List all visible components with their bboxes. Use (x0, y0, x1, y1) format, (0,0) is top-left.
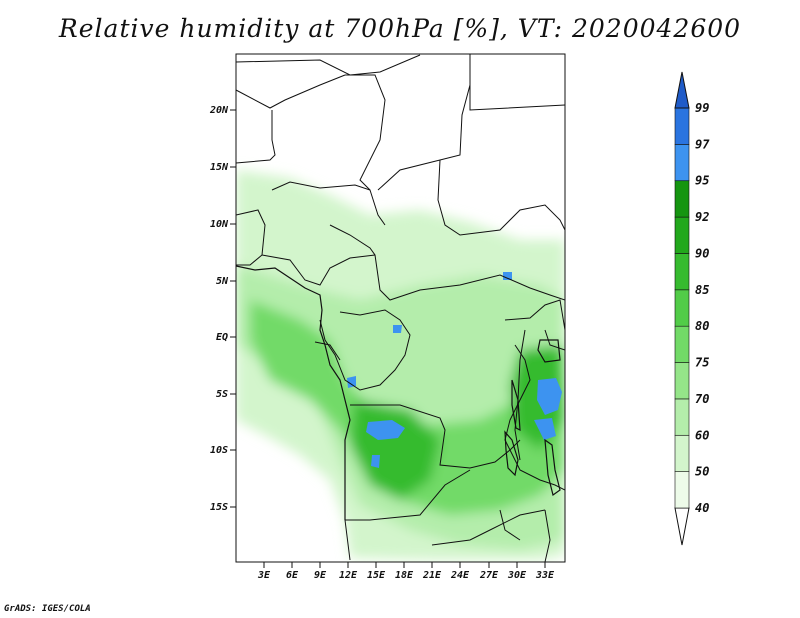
colorbar-label: 95 (695, 174, 709, 188)
lake-outline (511, 379, 521, 432)
lon-tick-label: 30E (507, 570, 527, 581)
longitude-axis: 3E 6E 9E 12E 15E 18E 21E 24E 27E 30E 33E (257, 562, 555, 581)
border-line (504, 299, 565, 331)
border-line (319, 309, 411, 391)
border-line (350, 404, 521, 469)
lat-tick-label: 5S (216, 389, 228, 400)
colorbar-swatch (674, 216, 690, 254)
border-line (236, 209, 266, 266)
humidity-zone-97 (366, 420, 405, 440)
colorbar-label: 97 (695, 137, 710, 151)
map-title: Relative humidity at 700hPa [%], VT: 202… (58, 14, 742, 43)
colorbar-label: 40 (695, 501, 709, 515)
colorbar-swatch (674, 144, 690, 182)
coast-line (236, 265, 351, 520)
lon-tick-label: 24E (450, 570, 470, 581)
colorbar-swatch (674, 362, 690, 400)
border-line (236, 74, 346, 109)
border-line (469, 54, 565, 111)
humidity-zone-97 (347, 376, 356, 388)
humidity-zone-97 (537, 378, 562, 415)
border-line (499, 509, 521, 541)
lon-tick-label: 3E (257, 570, 271, 581)
humidity-zone-core (350, 345, 565, 500)
colorbar-label: 99 (695, 101, 709, 115)
lon-tick-label: 33E (535, 570, 555, 581)
colorbar-label: 85 (695, 283, 709, 297)
country-borders (236, 54, 565, 562)
colorbar-label: 50 (695, 465, 709, 479)
humidity-zone-high (250, 300, 565, 515)
lon-tick-label: 27E (479, 570, 499, 581)
lon-tick-label: 12E (339, 570, 358, 581)
humidity-field (236, 54, 565, 562)
border-line (437, 159, 565, 236)
lat-tick-label: EQ (216, 332, 228, 343)
lake-outline (544, 438, 561, 497)
border-line (345, 469, 471, 521)
colorbar: 40 50 60 70 75 80 85 90 92 95 97 99 (674, 71, 710, 546)
colorbar-swatch (674, 325, 690, 363)
humidity-zone-97 (371, 455, 380, 468)
border-line (261, 254, 376, 286)
border-line (431, 509, 546, 546)
humidity-zone-97 (393, 325, 402, 333)
colorbar-swatch (674, 180, 690, 218)
border-line (377, 84, 471, 191)
plot-frame (235, 53, 566, 563)
lon-tick-label: 15E (367, 570, 386, 581)
colorbar-swatch (674, 289, 690, 327)
lat-tick-label: 15N (210, 162, 229, 173)
lon-tick-label: 18E (395, 570, 414, 581)
lake-outline (504, 430, 519, 477)
coastline (236, 265, 561, 520)
colorbar-label: 90 (695, 246, 709, 260)
colorbar-swatch (674, 107, 690, 145)
lon-tick-label: 21E (422, 570, 442, 581)
latitude-axis: 20N 15N 10N 5N EQ 5S 10S 15S (209, 105, 236, 513)
border-line (236, 110, 276, 164)
lon-tick-label: 9E (314, 570, 327, 581)
border-line (329, 224, 565, 301)
border-line (504, 344, 565, 491)
border-line (344, 519, 351, 561)
lat-tick-label: 5N (216, 276, 229, 287)
humidity-zone-97 (534, 418, 556, 440)
colorbar-label: 70 (695, 392, 709, 406)
border-line (544, 509, 551, 562)
colorbar-bottom-arrow (674, 507, 690, 546)
lat-tick-label: 10S (210, 445, 228, 456)
colorbar-label: 92 (695, 210, 709, 224)
border-line (345, 74, 386, 191)
lon-tick-label: 6E (286, 570, 299, 581)
colorbar-swatch (674, 471, 690, 509)
colorbar-label: 80 (695, 319, 709, 333)
colorbar-swatch (674, 253, 690, 291)
colorbar-swatch (674, 398, 690, 436)
border-line (314, 341, 341, 361)
lat-tick-label: 15S (210, 502, 228, 513)
border-line (544, 329, 565, 351)
colorbar-label: 60 (695, 428, 709, 442)
lake-outline (537, 339, 561, 363)
colorbar-label: 75 (695, 356, 709, 370)
lat-tick-label: 20N (209, 105, 229, 116)
grads-credit: GrADS: IGES/COLA (4, 604, 91, 614)
humidity-zone-97 (503, 272, 512, 280)
colorbar-swatch (674, 434, 690, 472)
border-line (271, 181, 386, 226)
lat-tick-label: 10N (210, 219, 229, 230)
colorbar-top-arrow (674, 71, 690, 109)
